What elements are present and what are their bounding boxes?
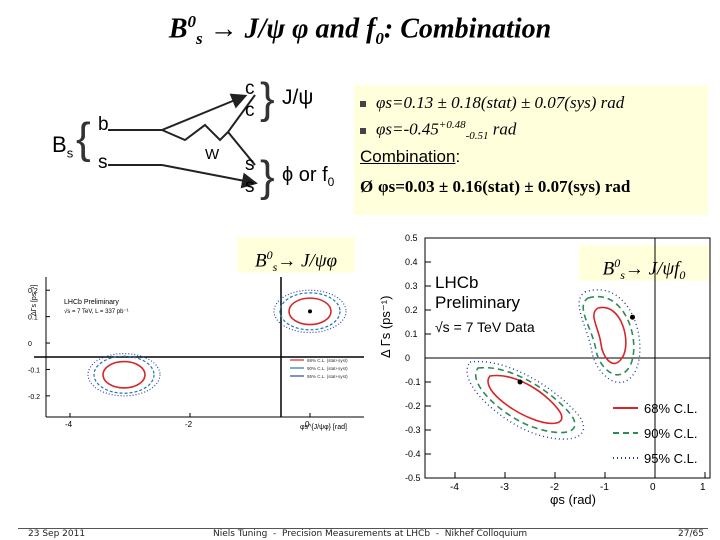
title-rest1: → J/ψ φ and f [202,13,376,45]
left-plot-subtitle: √s = 7 TeV, L = 337 pb⁻¹ [64,308,129,315]
left-x-tick-label: -4 [65,420,73,429]
contour-plot-jpsi-f0: -4 -3 -2 -1 0 1 0.5 0.4 0.3 0.2 0.1 0 -0.1 -0.2 -0.3 -0… [370,232,715,522]
right-y-tick-label: 0.1 [405,329,418,339]
left-x-tick-label: -2 [185,420,193,429]
left-contour-68pct [288,297,332,326]
right-contour-95pct-lower [466,360,585,440]
jpsi-brace: } [260,74,275,123]
title-b: B [168,13,188,45]
result-line-2: φs=-0.45+0.48-0.51 rad [360,119,516,142]
w-to-s-line [227,131,256,166]
left-contour-90pct [279,292,341,331]
title-sub2: 0 [375,28,384,48]
right-legend-label: 95% C.L. [644,451,697,466]
right-y-tick-label: -0.2 [405,401,421,411]
right-y-tick-label: 0.2 [405,305,418,315]
square-bullet-icon [360,101,366,108]
contour-plot-right-svg: -4 -3 -2 -1 0 1 0.5 0.4 0.3 0.2 0.1 0 -0.1 -0.2 -0.3 -0… [378,233,711,507]
phi-or-f0-label: ϕ or f0 [282,164,335,189]
slide-title: B0s → J/ψ φ and f0: Combination [0,12,720,49]
left-y-tick-label: 0.1 [28,315,38,322]
title-sub: s [196,28,203,48]
left-ylabel: ΔΓs [ps⁻¹] [31,285,38,316]
right-best-fit-point [630,314,635,320]
right-legend-label: 90% C.L. [644,426,697,441]
right-y-tick-label: -0.3 [405,425,421,435]
right-contour-95pct-upper [578,289,641,384]
right-xlabel: φs (rad) [550,492,596,507]
left-legend-label: 95% C.L. (stat+syst) [307,374,348,379]
right-y-tick-label: 0 [405,353,410,363]
right-x-tick-label: 0 [650,482,656,493]
feynman-lines [108,93,258,189]
left-contour-68pct [102,360,146,389]
right-plot-subtitle: Preliminary [435,293,521,312]
s-out-line [161,164,258,189]
right-x-tick-label: 1 [700,482,706,493]
left-legend-label: 90% C.L. (stat+syst) [307,366,348,371]
left-contour-95pct [273,289,347,334]
left-y-tick-label: 0 [28,341,32,348]
right-y-tick-label: 0.4 [405,257,418,267]
quark-b-label: b [98,114,109,135]
combination-heading: Combination: [360,147,461,166]
result-line-1: φs=0.13 ± 0.18(stat) ± 0.07(sys) rad [360,93,624,113]
right-contour-90pct-upper [582,295,635,376]
left-y-tick-label: -0.2 [28,394,40,401]
phi-brace: } [260,152,275,201]
left-best-fit-point [308,309,312,314]
footer-page: 27/65 [678,529,704,539]
s1-label: s [245,154,255,175]
jpsi-label: J/ψ [282,86,314,109]
right-plot-title: LHCb [435,273,478,292]
right-y-tick-label: -0.5 [405,473,421,483]
footer-rule [18,528,708,529]
label-jpsi-f0: B0s→ J/ψf0 [579,245,709,282]
right-legend-label: 68% C.L. [644,401,697,416]
feynman-diagram: Bs { b s W c c } J/ψ s s } ϕ or f0 [50,70,350,205]
right-x-tick-label: -2 [550,482,559,493]
left-x-tick-label: 0 [305,420,310,429]
results-box: φs=0.13 ± 0.18(stat) ± 0.07(sys) rad φs=… [354,85,708,215]
right-contour-68pct-upper [593,306,627,365]
right-contour-90pct-lower [475,366,576,434]
footer-center: Niels Tuning - Precision Measurements at… [213,529,528,539]
right-x-tick-label: -3 [500,482,509,493]
right-y-tick-label: -0.4 [405,449,421,459]
right-y-tick-label: 0.3 [405,281,418,291]
right-ylabel: Δ Γs (ps⁻¹) [378,296,393,358]
w-to-c-line [227,94,256,133]
right-x-tick-label: -4 [450,482,459,493]
right-y-tick-label: -0.1 [405,377,421,387]
c-quark-line [161,93,248,131]
c2-label: c [245,100,255,121]
contour-plot-left-svg: -4 -2 0 0.2 0.1 0 -0.1 -0.2 LHCb Preliminary √s… [28,277,364,431]
title-rest2: : Combination [383,13,552,45]
title-sup: 0 [187,12,197,31]
w-label: W [205,146,220,163]
left-legend-label: 68% C.L. (stat+syst) [307,358,348,363]
label-jpsi-phi: B0s→ J/ψφ [237,237,355,274]
right-plot-note: √s = 7 TeV Data [435,319,535,335]
right-y-tick-label: 0.5 [405,233,418,243]
c1-label: c [245,78,255,99]
left-plot-title: LHCb Preliminary [64,299,119,306]
left-y-tick-label: 0.2 [28,288,38,295]
s2-label: s [245,176,255,197]
right-contour-68pct-lower [487,374,563,425]
bs-label: Bs [52,132,74,161]
right-x-tick-label: -1 [600,482,609,493]
left-y-tick-label: -0.1 [28,367,40,374]
right-best-fit-point [517,379,523,385]
square-bullet-icon [360,127,366,134]
left-contour-95pct [87,353,161,397]
quark-s-label: s [98,152,108,173]
bs-brace: { [76,114,91,163]
left-xlabel: φs^{J/ψφ} [rad] [300,424,347,431]
w-boson-line [161,123,229,142]
contour-plot-jpsi-phi: -4 -2 0 0.2 0.1 0 -0.1 -0.2 LHCb Preliminary √s… [28,272,368,432]
footer-date: 23 Sep 2011 [28,529,86,539]
arrow-bullet-icon: Ø [360,177,374,196]
